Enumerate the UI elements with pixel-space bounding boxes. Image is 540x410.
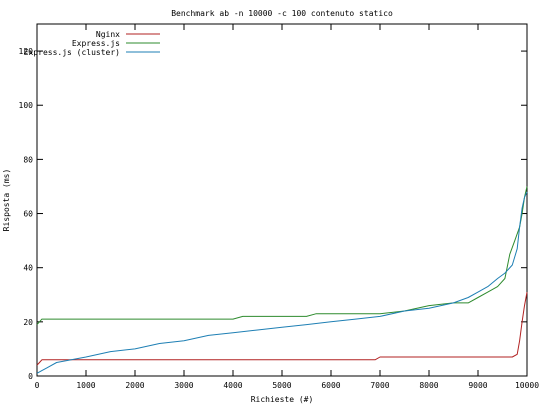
y-axis: 0 20 40 60 80 100 120 (19, 47, 527, 381)
series-line-nginx (36, 292, 528, 366)
x-axis: 0 1000 2000 3000 4000 5000 6000 7000 8000 9000 100… (35, 24, 539, 390)
x-tick-label: 0 (35, 381, 40, 390)
x-tick-label: 5000 (272, 381, 291, 390)
y-axis-label: Risposta (ms) (2, 169, 11, 232)
x-tick-label: 8000 (419, 381, 438, 390)
legend-label-express-js-cluster: Express.js (cluster) (24, 48, 120, 57)
x-tick-label: 3000 (174, 381, 193, 390)
x-tick-label: 1000 (76, 381, 95, 390)
plot-frame (36, 23, 528, 377)
x-tick-label: 4000 (223, 381, 242, 390)
y-tick-label: 120 (19, 47, 34, 56)
y-tick-label: 20 (23, 318, 33, 327)
chart-title: Benchmark ab -n 10000 -c 100 contenuto s… (171, 9, 393, 18)
y-tick-label: 80 (23, 155, 33, 164)
legend-label-express-js: Express.js (72, 39, 120, 48)
x-tick-label: 7000 (370, 381, 389, 390)
y-tick-label: 0 (28, 372, 33, 381)
x-tick-label: 10000 (515, 381, 539, 390)
series-line-express-js-cluster (36, 191, 528, 374)
legend-label-nginx: Nginx (96, 30, 120, 39)
y-tick-label: 60 (23, 210, 33, 219)
series-lines (36, 186, 528, 374)
series-line-express-js (36, 186, 528, 325)
x-tick-label: 6000 (321, 381, 340, 390)
y-tick-label: 100 (19, 101, 34, 110)
x-tick-label: 2000 (125, 381, 144, 390)
x-tick-label: 9000 (468, 381, 487, 390)
x-axis-label: Richieste (#) (251, 395, 314, 404)
y-tick-label: 40 (23, 264, 33, 273)
